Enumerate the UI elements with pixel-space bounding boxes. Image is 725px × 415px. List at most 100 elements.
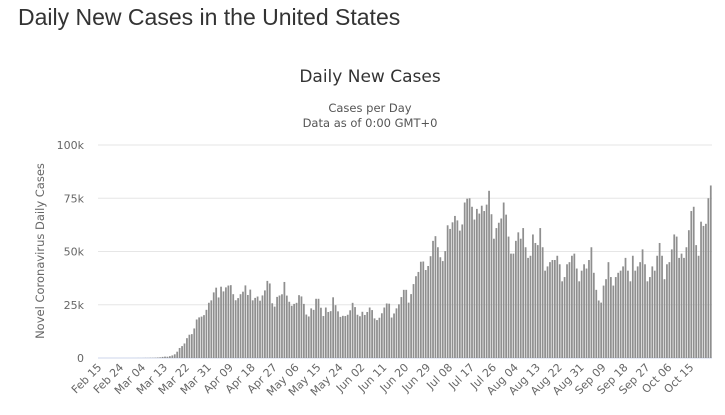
bar[interactable] bbox=[651, 266, 654, 358]
bar[interactable] bbox=[480, 205, 483, 358]
bar[interactable] bbox=[514, 240, 517, 358]
bar[interactable] bbox=[288, 301, 291, 358]
bar[interactable] bbox=[376, 320, 378, 358]
bar[interactable] bbox=[541, 247, 544, 358]
bar[interactable] bbox=[427, 265, 430, 358]
bar[interactable] bbox=[295, 302, 298, 358]
bar[interactable] bbox=[200, 316, 203, 358]
bar[interactable] bbox=[400, 297, 403, 358]
bar[interactable] bbox=[349, 310, 352, 358]
bar[interactable] bbox=[517, 232, 520, 358]
bar[interactable] bbox=[417, 271, 420, 358]
bar[interactable] bbox=[312, 309, 315, 358]
bar[interactable] bbox=[702, 225, 705, 358]
bar[interactable] bbox=[407, 302, 410, 358]
bar[interactable] bbox=[595, 289, 598, 358]
bar[interactable] bbox=[293, 303, 296, 358]
bar[interactable] bbox=[315, 298, 317, 358]
bar[interactable] bbox=[451, 222, 454, 358]
bar[interactable] bbox=[334, 305, 337, 358]
bar[interactable] bbox=[614, 277, 617, 358]
bar[interactable] bbox=[561, 281, 564, 358]
bar[interactable] bbox=[571, 255, 573, 358]
bar[interactable] bbox=[222, 291, 225, 358]
bar[interactable] bbox=[619, 270, 622, 358]
bar[interactable] bbox=[300, 296, 303, 358]
bar[interactable] bbox=[324, 307, 327, 358]
bar[interactable] bbox=[678, 257, 680, 358]
bar[interactable] bbox=[303, 303, 305, 358]
bar[interactable] bbox=[627, 270, 629, 358]
bar[interactable] bbox=[385, 303, 388, 358]
bar[interactable] bbox=[234, 300, 237, 358]
bar[interactable] bbox=[680, 253, 683, 358]
bar[interactable] bbox=[522, 228, 525, 358]
bar[interactable] bbox=[610, 277, 612, 358]
bar[interactable] bbox=[607, 262, 610, 358]
bar[interactable] bbox=[239, 294, 242, 358]
bar[interactable] bbox=[410, 294, 412, 358]
bar[interactable] bbox=[629, 281, 632, 358]
bar[interactable] bbox=[168, 356, 171, 358]
bar[interactable] bbox=[592, 272, 595, 358]
bar[interactable] bbox=[268, 283, 271, 358]
bar[interactable] bbox=[558, 264, 561, 358]
bar[interactable] bbox=[254, 297, 257, 358]
bar[interactable] bbox=[668, 262, 671, 358]
bar[interactable] bbox=[371, 310, 373, 358]
bar[interactable] bbox=[583, 264, 585, 358]
bar[interactable] bbox=[278, 295, 281, 358]
bar[interactable] bbox=[210, 300, 213, 358]
bar[interactable] bbox=[183, 343, 186, 358]
bar[interactable] bbox=[658, 242, 661, 358]
bar[interactable] bbox=[634, 270, 637, 358]
bar[interactable] bbox=[644, 264, 646, 358]
bar[interactable] bbox=[181, 346, 183, 358]
bar[interactable] bbox=[317, 298, 320, 358]
bar[interactable] bbox=[264, 290, 266, 358]
bar[interactable] bbox=[468, 198, 471, 358]
bar[interactable] bbox=[705, 223, 707, 358]
bar[interactable] bbox=[666, 264, 668, 358]
bar[interactable] bbox=[490, 214, 493, 358]
bar[interactable] bbox=[568, 262, 571, 358]
bar[interactable] bbox=[475, 208, 478, 358]
bar[interactable] bbox=[646, 281, 649, 358]
bar[interactable] bbox=[424, 270, 427, 358]
bar[interactable] bbox=[346, 314, 349, 358]
bar[interactable] bbox=[366, 311, 369, 358]
bar[interactable] bbox=[573, 253, 576, 358]
bar[interactable] bbox=[380, 313, 383, 358]
bar[interactable] bbox=[220, 286, 222, 358]
bar[interactable] bbox=[507, 236, 510, 358]
bar[interactable] bbox=[232, 294, 235, 358]
bar[interactable] bbox=[512, 253, 515, 358]
bar[interactable] bbox=[383, 307, 386, 358]
bar[interactable] bbox=[217, 297, 220, 358]
bar[interactable] bbox=[305, 314, 308, 358]
bar[interactable] bbox=[458, 230, 461, 358]
bar[interactable] bbox=[195, 319, 198, 358]
bar[interactable] bbox=[207, 302, 210, 358]
bar[interactable] bbox=[441, 261, 444, 358]
bar[interactable] bbox=[539, 228, 542, 358]
bar[interactable] bbox=[670, 249, 673, 358]
bar[interactable] bbox=[337, 311, 339, 358]
bar[interactable] bbox=[164, 356, 166, 358]
bar[interactable] bbox=[690, 211, 693, 358]
bar[interactable] bbox=[368, 307, 371, 358]
bar[interactable] bbox=[636, 266, 639, 358]
bar[interactable] bbox=[529, 255, 532, 358]
bar[interactable] bbox=[456, 220, 459, 358]
bar[interactable] bbox=[549, 262, 551, 358]
bar[interactable] bbox=[483, 211, 486, 358]
bar[interactable] bbox=[707, 198, 710, 358]
bar[interactable] bbox=[354, 307, 356, 358]
bar[interactable] bbox=[242, 291, 244, 358]
bar[interactable] bbox=[215, 287, 218, 358]
bar[interactable] bbox=[585, 268, 588, 358]
bar[interactable] bbox=[361, 311, 364, 358]
bar[interactable] bbox=[556, 255, 559, 358]
bar[interactable] bbox=[446, 225, 449, 358]
bar[interactable] bbox=[510, 253, 512, 358]
